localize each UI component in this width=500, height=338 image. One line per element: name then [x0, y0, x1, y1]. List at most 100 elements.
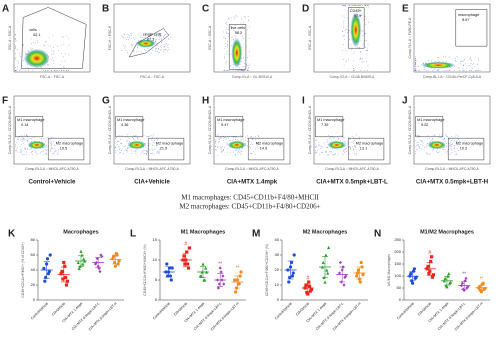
event-dot [30, 38, 32, 40]
data-point [306, 292, 310, 296]
event-dot [131, 44, 133, 46]
event-dot [246, 57, 248, 58]
event-dot [321, 152, 323, 153]
data-point [359, 260, 363, 265]
event-dot [360, 70, 362, 71]
data-point [292, 253, 296, 257]
event-dot [233, 16, 235, 17]
event-dot [58, 140, 59, 142]
event-dot [146, 154, 148, 156]
event-dot [15, 40, 16, 42]
event-dot [230, 25, 232, 27]
event-dot [451, 140, 453, 141]
data-point [449, 280, 453, 284]
y-tick-label: 0 [33, 297, 36, 302]
event-dot [348, 146, 350, 147]
event-dot [365, 40, 367, 42]
significance-mark: ** [218, 261, 222, 267]
event-dot [156, 51, 158, 53]
event-dot [49, 36, 50, 38]
event-dot [157, 139, 158, 141]
data-point [113, 264, 117, 268]
event-dot [52, 153, 54, 154]
data-point [430, 255, 434, 259]
event-dot [460, 61, 461, 62]
event-dot [61, 60, 63, 62]
event-dot [243, 65, 245, 67]
event-dot [360, 15, 361, 16]
event-dot [45, 70, 46, 71]
event-dot [255, 138, 257, 140]
event-dot [418, 135, 420, 136]
event-dot [447, 70, 449, 71]
event-dot [320, 146, 322, 148]
data-point [45, 257, 50, 261]
gate [315, 116, 344, 138]
event-dot [432, 137, 433, 139]
event-dot [155, 47, 157, 49]
event-dot [45, 41, 46, 42]
event-dot [456, 141, 458, 142]
event-dot [365, 57, 367, 59]
event-dot [464, 63, 466, 65]
event-dot [325, 151, 326, 153]
event-dot [24, 148, 26, 149]
event-dot [127, 149, 128, 151]
event-dot [45, 152, 46, 154]
event-dot [455, 134, 457, 136]
event-dot [120, 152, 121, 153]
event-dot [40, 152, 42, 154]
density-blob [23, 48, 50, 68]
event-dot [68, 54, 70, 56]
event-dot [23, 142, 24, 144]
event-dot [345, 142, 347, 144]
event-dot [137, 50, 139, 52]
event-dot [140, 36, 142, 38]
data-point [185, 250, 189, 254]
event-dot [164, 35, 165, 36]
event-dot [229, 27, 231, 29]
event-dot [236, 16, 238, 17]
event-dot [226, 23, 228, 25]
event-dot [365, 24, 367, 26]
event-dot [25, 154, 27, 156]
event-dot [423, 67, 425, 69]
event-dot [26, 135, 28, 136]
event-dot [332, 154, 334, 155]
gate-name: macrophage [458, 13, 479, 17]
data-point [62, 260, 66, 265]
event-dot [15, 48, 16, 50]
event-dot [31, 138, 32, 140]
event-dot [249, 63, 250, 65]
event-dot [361, 58, 363, 60]
gate [447, 137, 485, 161]
data-point [361, 272, 365, 277]
event-dot [449, 70, 450, 71]
event-dot [235, 70, 237, 71]
gate-value: 62.1 [33, 33, 40, 37]
event-dot [20, 139, 21, 141]
event-dot [227, 44, 228, 45]
event-dot [427, 135, 429, 137]
event-dot [142, 150, 144, 152]
event-dot [151, 139, 152, 141]
event-dot [356, 5, 358, 6]
event-dot [235, 139, 236, 141]
event-dot [362, 43, 364, 45]
event-dot [62, 56, 64, 57]
event-dot [360, 61, 362, 63]
event-dot [352, 5, 354, 6]
event-dot [53, 152, 55, 154]
event-dot [133, 135, 134, 136]
event-dot [126, 134, 128, 136]
event-dot [417, 149, 419, 151]
event-dot [439, 60, 440, 62]
event-dot [122, 37, 124, 39]
event-dot [415, 66, 416, 68]
event-dot [442, 149, 444, 150]
event-dot [459, 63, 461, 65]
gate [455, 9, 488, 47]
event-dot [228, 33, 230, 35]
event-dot [24, 148, 25, 150]
event-dot [241, 36, 243, 38]
